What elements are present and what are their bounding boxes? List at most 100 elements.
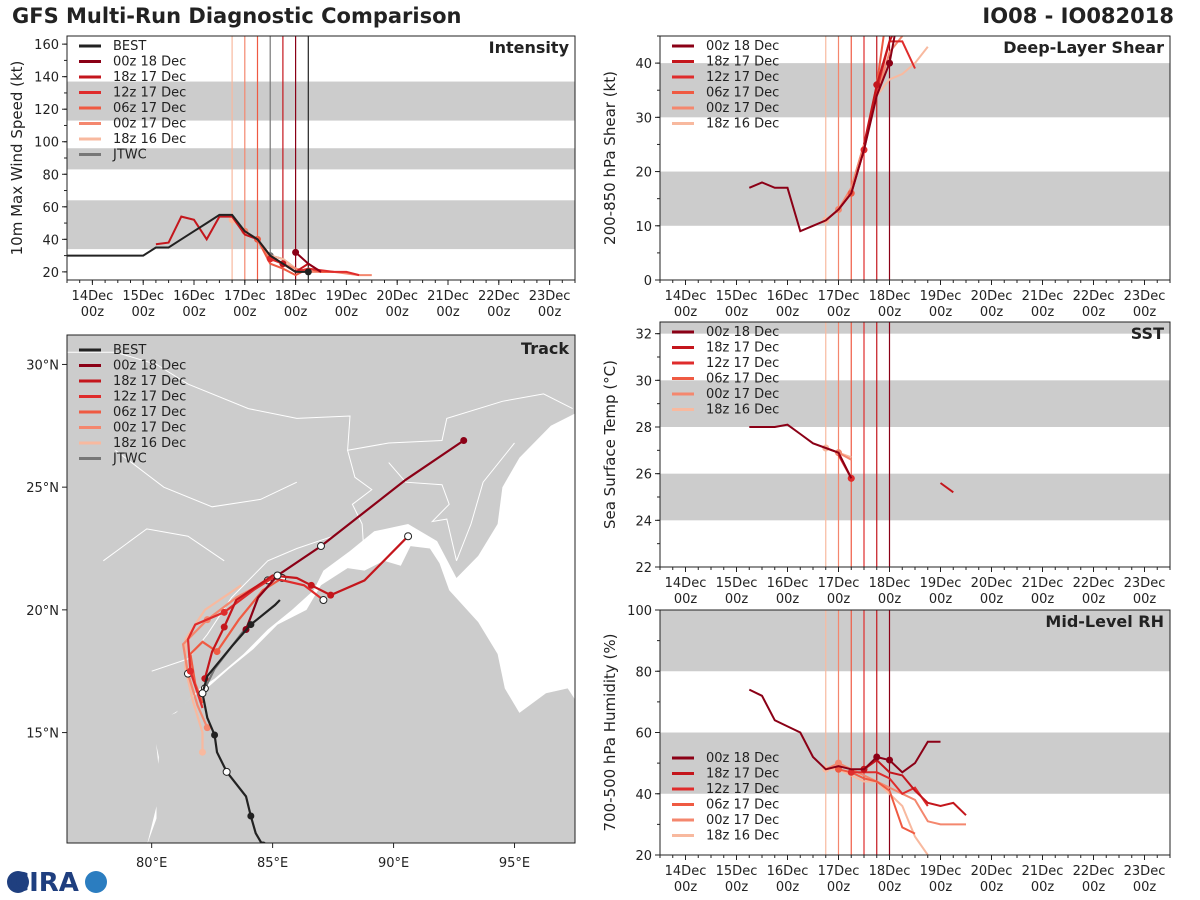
- x-tick-label-hour: 00z: [929, 592, 953, 607]
- x-tick-label-date: 14Dec: [665, 864, 707, 879]
- x-tick-label-hour: 00z: [1082, 592, 1106, 607]
- x-tick-label-hour: 00z: [674, 592, 698, 607]
- legend-label: 18z 17 Dec: [706, 767, 779, 782]
- map-clip-group: [67, 335, 575, 843]
- x-tick-label-hour: 00z: [81, 305, 105, 320]
- track-point-open: [319, 596, 328, 605]
- panel-title: Deep-Layer Shear: [1003, 38, 1164, 57]
- x-tick-label-hour: 00z: [980, 880, 1004, 895]
- y-tick-label: 120: [34, 103, 59, 118]
- x-tick-label-hour: 00z: [132, 305, 156, 320]
- legend-label: 06z 17 Dec: [706, 372, 779, 387]
- x-tick-label-hour: 00z: [725, 880, 749, 895]
- legend-label: 00z 18 Dec: [113, 359, 186, 374]
- x-tick-label-hour: 00z: [776, 880, 800, 895]
- x-tick-label-hour: 00z: [436, 305, 460, 320]
- x-tick-label-hour: 00z: [1133, 880, 1157, 895]
- cira-logo: CIRA: [7, 868, 107, 896]
- panel-sst: 22242628303214Dec00z15Dec00z16Dec00z17De…: [601, 321, 1171, 607]
- x-tick-label-hour: 00z: [776, 592, 800, 607]
- andaman-islands: [464, 782, 469, 811]
- x-tick-label-date: 20Dec: [971, 864, 1013, 879]
- x-tick-label-date: 22Dec: [1073, 864, 1115, 879]
- x-tick-label-hour: 00z: [335, 305, 359, 320]
- legend-label: JTWC: [112, 452, 147, 467]
- track-line: [203, 535, 409, 679]
- x-tick-label-hour: 00z: [929, 880, 953, 895]
- x-tick-label-hour: 00z: [827, 592, 851, 607]
- x-tick-label-date: 21Dec: [1022, 576, 1064, 591]
- legend-label: 12z 17 Dec: [706, 782, 779, 797]
- legend-label: 18z 16 Dec: [706, 403, 779, 418]
- track-line: [184, 584, 242, 753]
- panel-shear: 01020304014Dec00z15Dec00z16Dec00z17Dec00…: [601, 35, 1171, 320]
- storm-id: IO08 - IO082018: [982, 4, 1174, 28]
- x-tick-label-date: 21Dec: [1022, 864, 1064, 879]
- country-border: [456, 442, 515, 561]
- country-border: [151, 535, 334, 672]
- y-tick-label: 60: [42, 201, 59, 216]
- x-tick-label-hour: 00z: [1031, 305, 1055, 320]
- legend-label: 00z 17 Dec: [113, 421, 186, 436]
- track-point-filled: [213, 648, 221, 656]
- series-marker: [873, 753, 881, 761]
- legend-label: 00z 17 Dec: [706, 101, 779, 116]
- x-tick-label-date: 18Dec: [869, 576, 911, 591]
- x-tick-label-hour: 00z: [182, 305, 206, 320]
- x-tick-label-hour: 00z: [725, 305, 749, 320]
- series-marker: [873, 81, 881, 89]
- y-tick-label: 0: [644, 274, 652, 289]
- x-tick-label-date: 19Dec: [326, 289, 368, 304]
- legend-label: 18z 17 Dec: [706, 55, 779, 70]
- x-tick-label-date: 15Dec: [716, 289, 758, 304]
- x-tick-label-date: 15Dec: [122, 289, 164, 304]
- y-tick-label: 30°N: [26, 358, 59, 373]
- x-tick-label-date: 21Dec: [1022, 289, 1064, 304]
- x-tick-label-date: 16Dec: [767, 576, 809, 591]
- panel-track: 80°E 85°E 90°E 95°E 15°N 20°N 25°N 30°N Track BES…: [26, 334, 576, 871]
- x-tick-label-date: 14Dec: [665, 576, 707, 591]
- x-tick-label-hour: 00z: [386, 305, 410, 320]
- gray-band: [67, 200, 575, 250]
- country-border: [67, 351, 573, 451]
- country-border: [115, 449, 298, 508]
- x-tick-label-hour: 00z: [487, 305, 511, 320]
- track-point-open: [273, 571, 282, 580]
- legend-label: 18z 17 Dec: [113, 374, 186, 389]
- y-tick-label: 20: [635, 166, 652, 181]
- x-tick-label-hour: 00z: [878, 880, 902, 895]
- legend-label: 00z 17 Dec: [706, 387, 779, 402]
- x-tick-label-date: 20Dec: [971, 289, 1013, 304]
- y-tick-label: 160: [34, 38, 59, 53]
- x-tick-label-date: 16Dec: [767, 864, 809, 879]
- legend-label: 00z 17 Dec: [113, 117, 186, 132]
- x-tick-label-hour: 00z: [980, 305, 1004, 320]
- series-marker: [886, 756, 893, 764]
- x-tick-label-hour: 00z: [827, 305, 851, 320]
- x-tick-label-date: 18Dec: [275, 289, 317, 304]
- track-point-filled: [186, 667, 194, 675]
- x-tick-label-date: 19Dec: [920, 576, 962, 591]
- x-tick-label-date: 22Dec: [1073, 289, 1115, 304]
- y-tick-label: 15°N: [26, 727, 59, 742]
- x-tick-label-date: 21Dec: [427, 289, 469, 304]
- x-tick-label-date: 22Dec: [1073, 576, 1115, 591]
- logo-globe-icon: [7, 871, 29, 893]
- y-tick-label: 26: [635, 468, 652, 483]
- country-border: [388, 462, 457, 561]
- legend-label: 12z 17 Dec: [113, 86, 186, 101]
- legend-label: BEST: [113, 39, 146, 54]
- andaman-islands: [459, 818, 463, 829]
- track-point-filled: [211, 731, 219, 739]
- page-title: GFS Multi-Run Diagnostic Comparison: [12, 4, 462, 28]
- y-tick-label: 40: [42, 233, 59, 248]
- gray-band: [660, 610, 1170, 672]
- x-tick-label: 90°E: [378, 856, 409, 871]
- series-line: [863, 758, 967, 816]
- x-tick-label-date: 17Dec: [818, 576, 860, 591]
- y-tick-label: 140: [34, 71, 59, 86]
- x-tick-label-date: 20Dec: [971, 576, 1013, 591]
- x-tick-label-hour: 00z: [725, 592, 749, 607]
- x-tick-label-date: 18Dec: [869, 289, 911, 304]
